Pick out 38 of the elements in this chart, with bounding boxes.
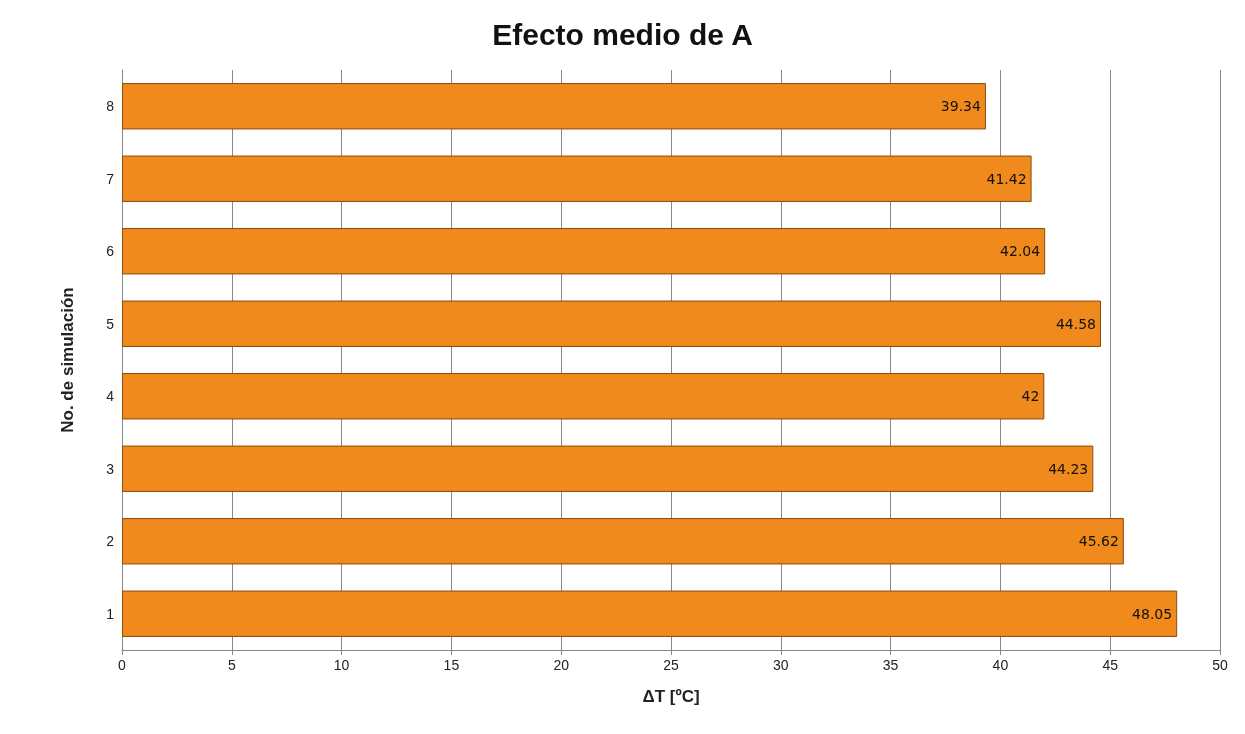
y-tick-label: 3: [106, 460, 115, 477]
bar: [122, 590, 1178, 637]
y-tick-label: 1: [106, 605, 115, 622]
y-tick-label: 6: [106, 243, 115, 260]
data-label: 39.34: [940, 98, 981, 115]
x-tick-label: 0: [118, 657, 127, 673]
bar: [122, 83, 986, 130]
x-tick-label: 10: [333, 657, 350, 673]
x-tick-label: 45: [1102, 657, 1119, 673]
data-label: 42: [1021, 388, 1040, 405]
bar: [122, 155, 1032, 202]
y-tick-label: 5: [106, 315, 115, 332]
x-axis-title: ΔT [ºC]: [642, 687, 700, 706]
y-axis-title: No. de simulación: [57, 287, 77, 433]
bar: [122, 445, 1094, 492]
data-label: 41.42: [986, 170, 1027, 187]
bar: [122, 518, 1124, 565]
y-tick-label: 8: [106, 98, 115, 115]
x-tick-label: 50: [1212, 657, 1228, 673]
data-label: 45.62: [1078, 533, 1119, 550]
x-tick-label: 25: [663, 657, 679, 673]
x-tick-label: 30: [773, 657, 789, 673]
chart-title: Efecto medio de A: [492, 17, 753, 51]
data-label: 48.05: [1132, 605, 1173, 622]
y-tick-label: 7: [106, 170, 115, 187]
bar: [122, 300, 1101, 347]
data-label: 42.04: [1000, 243, 1041, 260]
y-tick-label: 4: [106, 388, 115, 405]
data-label: 44.58: [1055, 315, 1096, 332]
x-tick-label: 15: [443, 657, 460, 673]
x-tick-label: 5: [227, 657, 236, 673]
bar: [122, 228, 1046, 275]
x-tick-label: 20: [553, 657, 570, 673]
x-tick-label: 40: [992, 657, 1009, 673]
x-tick-label: 35: [882, 657, 899, 673]
y-tick-label: 2: [106, 533, 115, 550]
bar: [122, 373, 1045, 420]
data-label: 44.23: [1048, 460, 1089, 477]
